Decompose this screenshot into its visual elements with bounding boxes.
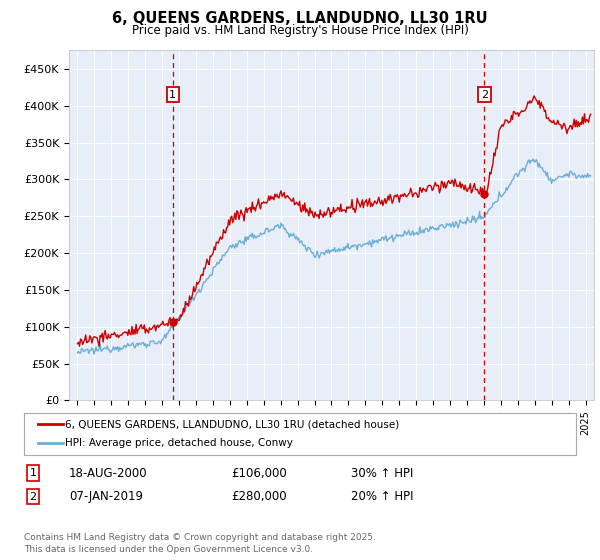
Text: 6, QUEENS GARDENS, LLANDUDNO, LL30 1RU (detached house): 6, QUEENS GARDENS, LLANDUDNO, LL30 1RU (… <box>65 419 400 429</box>
Text: 2: 2 <box>29 492 37 502</box>
Text: £280,000: £280,000 <box>231 490 287 503</box>
Text: 07-JAN-2019: 07-JAN-2019 <box>69 490 143 503</box>
Text: 18-AUG-2000: 18-AUG-2000 <box>69 466 148 480</box>
Text: HPI: Average price, detached house, Conwy: HPI: Average price, detached house, Conw… <box>65 438 293 449</box>
Text: Contains HM Land Registry data © Crown copyright and database right 2025.
This d: Contains HM Land Registry data © Crown c… <box>24 533 376 554</box>
Text: £106,000: £106,000 <box>231 466 287 480</box>
Text: 1: 1 <box>29 468 37 478</box>
Text: 30% ↑ HPI: 30% ↑ HPI <box>351 466 413 480</box>
Text: Price paid vs. HM Land Registry's House Price Index (HPI): Price paid vs. HM Land Registry's House … <box>131 24 469 36</box>
Text: 2: 2 <box>481 90 488 100</box>
Text: 1: 1 <box>169 90 176 100</box>
Text: 6, QUEENS GARDENS, LLANDUDNO, LL30 1RU: 6, QUEENS GARDENS, LLANDUDNO, LL30 1RU <box>112 11 488 26</box>
Text: 20% ↑ HPI: 20% ↑ HPI <box>351 490 413 503</box>
